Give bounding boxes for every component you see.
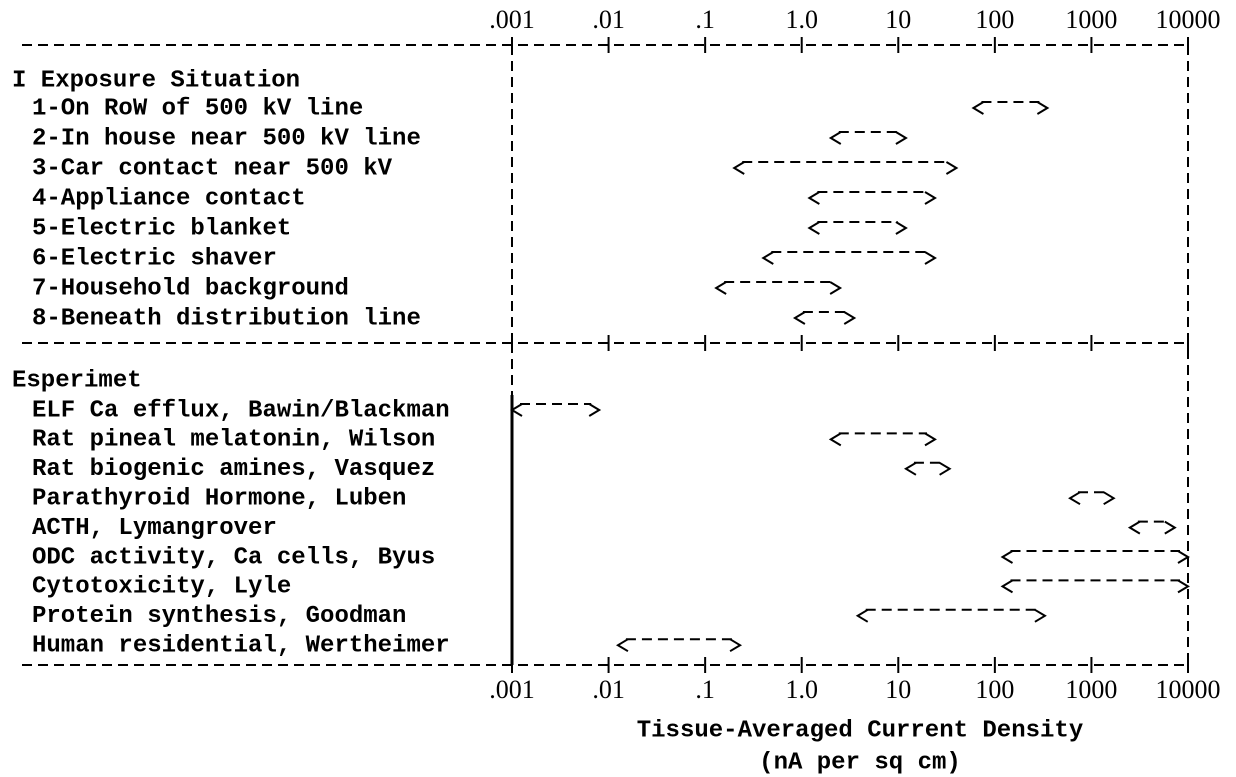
- x-axis-units: (nA per sq cm): [759, 749, 961, 776]
- arrow-left: [761, 251, 774, 265]
- row-label: 8-Beneath distribution line: [32, 305, 421, 332]
- arrow-left: [855, 608, 869, 623]
- x-tick-label-bottom: .001: [489, 675, 535, 704]
- arrow-right: [1036, 101, 1050, 115]
- arrow-right: [939, 461, 952, 476]
- row-label: ELF Ca efflux, Bawin/Blackman: [32, 397, 450, 424]
- arrow-left: [1000, 550, 1014, 564]
- row-label: 1-On RoW of 500 kV line: [32, 95, 363, 122]
- arrow-left: [828, 432, 842, 447]
- x-tick-label-top: 10: [885, 5, 911, 34]
- arrow-right: [1164, 520, 1177, 535]
- row-label: 7-Household background: [32, 275, 349, 302]
- x-axis-label: Tissue-Averaged Current Density: [637, 717, 1083, 744]
- row-label: ACTH, Lymangrover: [32, 515, 277, 542]
- x-tick-label-bottom: 1.0: [785, 675, 818, 704]
- row-label: ODC activity, Ca cells, Byus: [32, 544, 435, 571]
- x-tick-label-bottom: .01: [592, 675, 625, 704]
- x-tick-label-top: 1000: [1065, 5, 1117, 34]
- arrow-right: [829, 281, 843, 295]
- arrow-right: [924, 432, 937, 447]
- group-title: I Exposure Situation: [12, 67, 300, 94]
- x-tick-label-top: .01: [592, 5, 625, 34]
- row-label: Human residential, Wertheimer: [32, 633, 450, 660]
- arrow-right: [1103, 491, 1116, 506]
- arrow-left: [807, 191, 820, 205]
- arrow-left: [1000, 579, 1014, 594]
- arrow-left: [510, 403, 523, 417]
- x-tick-label-top: 10000: [1156, 5, 1221, 34]
- x-tick-label-bottom: 1000: [1065, 675, 1117, 704]
- arrow-left: [903, 461, 917, 476]
- x-tick-label-bottom: .1: [695, 675, 715, 704]
- x-tick-label-bottom: 10: [885, 675, 911, 704]
- arrow-left: [615, 638, 629, 653]
- arrow-right: [1177, 550, 1190, 564]
- x-tick-label-top: 100: [975, 5, 1014, 34]
- row-label: Protein synthesis, Goodman: [32, 603, 406, 630]
- arrow-right: [924, 251, 937, 265]
- arrow-right: [945, 161, 959, 175]
- row-label: Rat biogenic amines, Vasquez: [32, 456, 435, 483]
- x-tick-label-top: .001: [489, 5, 535, 34]
- arrow-right: [729, 638, 743, 653]
- arrow-left: [1127, 520, 1141, 535]
- x-tick-label-top: 1.0: [785, 5, 818, 34]
- row-label: 3-Car contact near 500 kV: [32, 155, 393, 182]
- arrow-left: [971, 101, 984, 115]
- arrow-left: [714, 281, 727, 295]
- row-label: Parathyroid Hormone, Luben: [32, 486, 406, 513]
- arrow-right: [1177, 579, 1190, 594]
- row-label: 6-Electric shaver: [32, 245, 277, 272]
- row-label: Cytotoxicity, Lyle: [32, 574, 291, 601]
- x-tick-label-bottom: 10000: [1156, 675, 1221, 704]
- arrow-left: [792, 311, 806, 325]
- arrow-right: [1034, 608, 1047, 623]
- arrow-left: [1068, 491, 1081, 506]
- arrow-left: [828, 131, 842, 145]
- arrow-right: [895, 131, 908, 145]
- group-title: Esperimet: [12, 367, 142, 394]
- row-label: 2-In house near 500 kV line: [32, 125, 421, 152]
- row-label: 5-Electric blanket: [32, 215, 291, 242]
- x-tick-label-bottom: 100: [975, 675, 1014, 704]
- arrow-left: [732, 161, 745, 175]
- arrow-right: [924, 191, 937, 205]
- arrow-right: [843, 311, 857, 325]
- arrow-right: [588, 403, 602, 417]
- x-tick-label-top: .1: [695, 5, 715, 34]
- arrow-left: [807, 221, 820, 235]
- row-label: Rat pineal melatonin, Wilson: [32, 427, 435, 454]
- arrow-right: [895, 221, 908, 235]
- row-label: 4-Appliance contact: [32, 185, 306, 212]
